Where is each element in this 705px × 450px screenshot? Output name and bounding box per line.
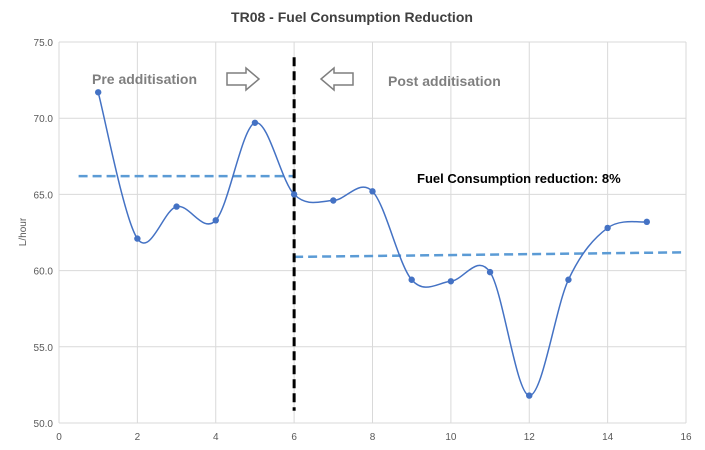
x-tick-label: 16: [680, 432, 692, 443]
x-tick-label: 14: [602, 432, 614, 443]
x-tick-label: 4: [213, 432, 219, 443]
data-point: [486, 268, 494, 276]
x-tick-label: 2: [135, 432, 141, 443]
chart-title: TR08 - Fuel Consumption Reduction: [231, 9, 473, 25]
y-tick-label: 65.0: [34, 190, 54, 201]
data-point: [643, 218, 651, 226]
x-tick-label: 6: [291, 432, 297, 443]
data-point: [212, 217, 219, 224]
data-point: [290, 191, 298, 198]
data-point: [526, 392, 533, 399]
series-group: [94, 89, 651, 399]
x-tick-label: 10: [445, 432, 457, 443]
data-point: [251, 119, 259, 126]
y-tick-label: 75.0: [34, 38, 54, 49]
x-tick-label: 12: [524, 432, 536, 443]
data-point: [369, 188, 376, 195]
post-additisation-label: Post additisation: [388, 73, 501, 89]
pre-additisation-label: Pre additisation: [92, 71, 197, 87]
data-point: [94, 89, 102, 96]
y-tick-label: 70.0: [34, 114, 54, 125]
y-tick-label: 55.0: [34, 343, 54, 354]
y-tick-label: 50.0: [34, 419, 54, 430]
data-point: [408, 276, 415, 283]
trendlines: [78, 174, 686, 259]
x-tick-label: 8: [370, 432, 376, 443]
data-point: [447, 278, 455, 285]
reduction-label: Fuel Consumption reduction: 8%: [417, 171, 621, 186]
data-point: [330, 197, 337, 204]
gridlines: [58, 41, 687, 424]
y-tick-label: 60.0: [34, 267, 54, 278]
arrow-left-icon: [319, 66, 354, 92]
x-tick-label: 0: [56, 432, 62, 443]
data-point: [565, 276, 572, 283]
post-trendline: [294, 251, 686, 259]
y-axis-label: L/hour: [18, 217, 29, 246]
data-point: [173, 203, 180, 210]
data-point: [134, 235, 141, 242]
y-axis-ticks: 50.0 55.0 60.0 65.0 70.0 75.0: [34, 38, 54, 430]
arrow-right-icon: [226, 66, 261, 92]
data-point: [604, 224, 611, 232]
x-axis-ticks: 0 2 4 6 8 10 12 14 16: [56, 432, 692, 443]
